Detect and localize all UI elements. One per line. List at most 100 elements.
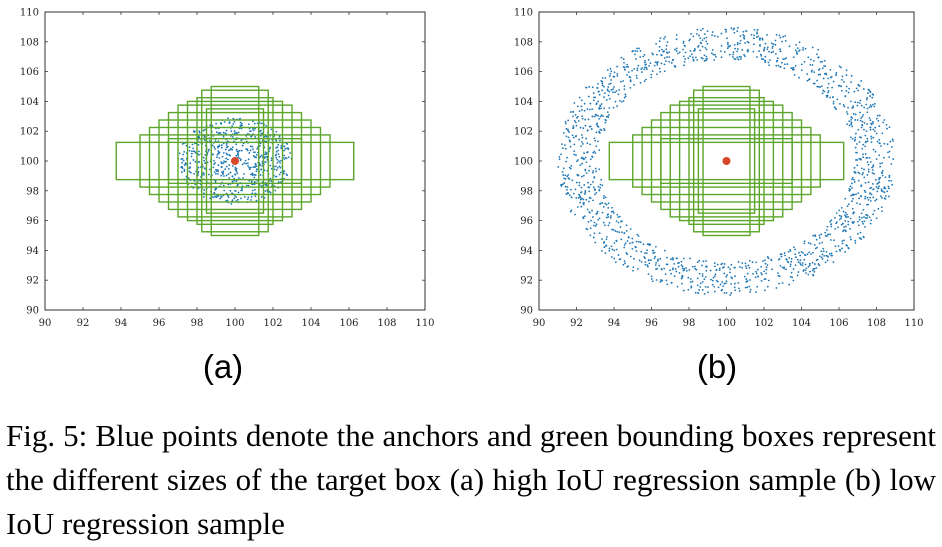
anchor-point — [854, 146, 857, 149]
anchor-point — [711, 49, 714, 51]
anchor-point — [835, 222, 838, 225]
anchor-point — [824, 231, 827, 234]
anchor-point — [289, 152, 291, 154]
anchor-point — [226, 194, 229, 197]
anchor-point — [758, 50, 760, 52]
anchor-point — [663, 50, 665, 53]
anchor-point — [789, 265, 792, 268]
anchor-point — [858, 237, 861, 239]
anchor-point — [841, 242, 844, 245]
anchor-point — [849, 236, 852, 238]
anchor-point — [721, 266, 724, 269]
anchor-point — [888, 195, 890, 198]
anchor-point — [202, 129, 205, 132]
anchor-point — [877, 187, 879, 190]
anchor-point — [671, 257, 674, 259]
anchor-point — [844, 251, 847, 253]
anchor-point — [770, 258, 772, 261]
anchor-point — [594, 139, 597, 142]
anchor-point — [581, 162, 583, 165]
anchor-point — [215, 122, 218, 125]
anchor-point — [612, 88, 614, 91]
anchor-point — [564, 147, 567, 150]
anchor-point — [249, 149, 252, 152]
anchor-point — [598, 106, 601, 109]
anchor-point — [658, 40, 661, 43]
anchor-point — [716, 35, 719, 38]
anchor-point — [578, 138, 581, 141]
anchor-point — [847, 247, 850, 250]
anchor-point — [270, 159, 273, 162]
anchor-point — [699, 286, 702, 288]
anchor-point — [806, 79, 809, 82]
anchor-point — [841, 240, 844, 243]
anchor-point — [610, 215, 612, 217]
anchor-point — [851, 186, 853, 189]
anchor-point — [214, 181, 217, 184]
anchor-point — [250, 195, 253, 198]
anchor-point — [218, 157, 221, 159]
anchor-point — [573, 143, 576, 146]
anchor-point — [664, 35, 667, 38]
anchor-point — [821, 60, 824, 63]
anchor-point — [193, 130, 195, 133]
anchor-point — [643, 68, 646, 71]
anchor-point — [863, 189, 866, 192]
anchor-point — [849, 188, 852, 191]
anchor-point — [594, 115, 596, 118]
anchor-point — [878, 185, 880, 188]
anchor-point — [239, 158, 242, 161]
anchor-point — [595, 170, 598, 173]
anchor-point — [681, 274, 684, 277]
anchor-point — [847, 215, 849, 218]
anchor-point — [608, 90, 611, 93]
anchor-point — [213, 163, 215, 166]
anchor-point — [690, 285, 693, 288]
anchor-point — [678, 261, 680, 264]
anchor-point — [285, 157, 288, 160]
anchor-point — [665, 44, 668, 47]
anchor-point — [796, 53, 799, 55]
anchor-point — [247, 123, 250, 126]
anchor-point — [763, 270, 766, 273]
anchor-point — [562, 167, 565, 170]
anchor-point — [762, 260, 764, 263]
anchor-point — [863, 122, 866, 124]
anchor-point — [704, 46, 707, 49]
anchor-point — [592, 216, 594, 218]
anchor-point — [680, 277, 683, 280]
anchor-point — [649, 62, 652, 65]
anchor-point — [609, 72, 612, 75]
anchor-point — [689, 257, 691, 260]
anchor-point — [564, 185, 567, 188]
anchor-point — [604, 77, 607, 79]
anchor-point — [215, 196, 218, 199]
anchor-point — [850, 182, 853, 185]
anchor-point — [736, 43, 739, 46]
anchor-point — [872, 122, 874, 125]
anchor-point — [711, 279, 714, 282]
anchor-point — [858, 216, 861, 219]
anchor-point — [253, 180, 256, 183]
anchor-point — [178, 152, 181, 155]
anchor-point — [768, 64, 771, 66]
y-tick-label: 100 — [514, 157, 533, 168]
anchor-point — [225, 165, 228, 168]
anchor-point — [613, 86, 615, 88]
anchor-point — [799, 259, 802, 262]
anchor-point — [601, 201, 604, 204]
y-tick-label: 90 — [26, 306, 39, 317]
anchor-point — [820, 256, 823, 259]
anchor-point — [720, 44, 723, 47]
anchor-point — [859, 119, 862, 122]
anchor-point — [604, 224, 606, 227]
anchor-point — [871, 120, 874, 123]
anchor-point — [674, 267, 677, 270]
anchor-point — [592, 199, 594, 202]
anchor-point — [612, 229, 615, 231]
anchor-point — [584, 189, 587, 192]
anchor-point — [198, 130, 201, 133]
anchor-point — [573, 120, 576, 122]
anchor-point — [713, 290, 716, 293]
anchor-point — [719, 283, 722, 286]
